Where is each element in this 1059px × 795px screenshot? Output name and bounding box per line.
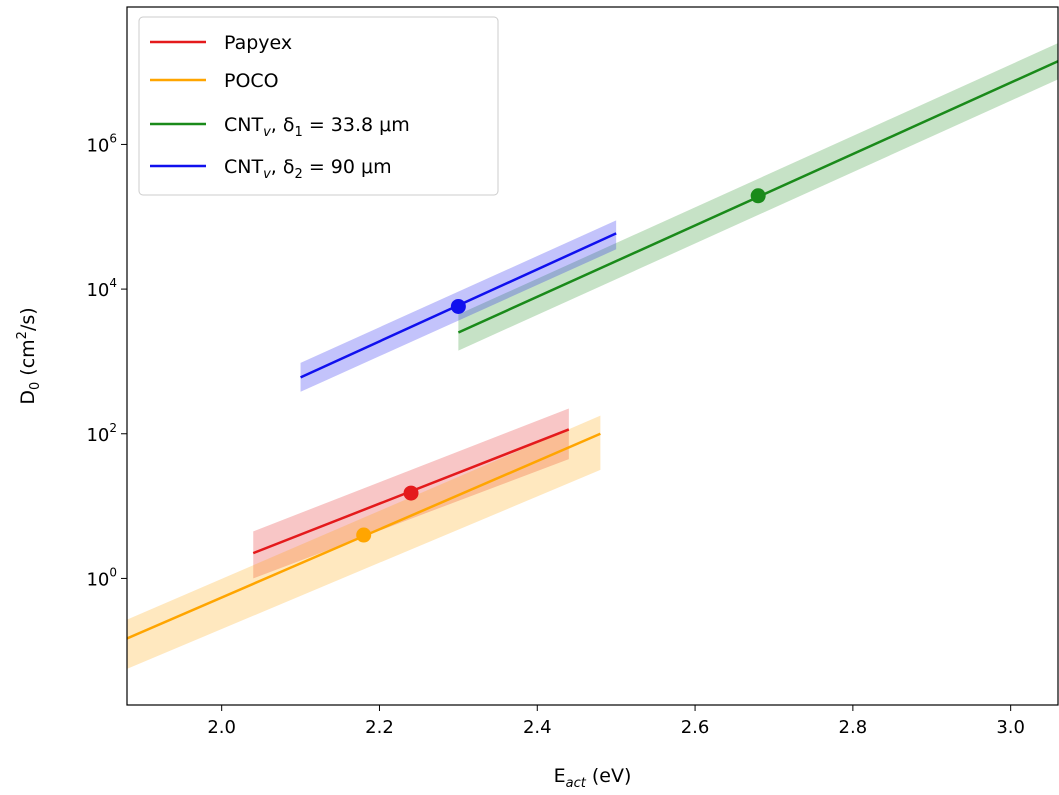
y-axis-ticks: 100 102 104 106 [86,131,127,590]
x-tick-label: 2.2 [365,717,394,738]
x-axis-label-main: E [554,765,566,787]
x-axis-label: Eact (eV) [554,765,632,791]
legend-label-cnt1: CNTv, δ1 = 33.8 μm [224,114,410,140]
series-points [356,188,766,543]
x-tick-label: 2.6 [681,717,710,738]
y-axis-label: D0 (cm2/s) [15,307,43,404]
legend-cnt2-mid: , δ [271,156,295,178]
y-tick-label: 104 [86,276,117,301]
x-tick-label: 2.8 [839,717,868,738]
legend-cnt1-rest: = 33.8 μm [303,114,410,136]
y-axis-label-rest1: (cm [17,339,39,381]
legend-label-papyex: Papyex [224,32,292,54]
legend-label-cnt2: CNTv, δ2 = 90 μm [224,156,392,182]
x-axis-ticks: 2.0 2.2 2.4 2.6 2.8 3.0 [207,705,1025,738]
legend-cnt2-sub2: 2 [295,167,303,182]
y-axis-label-main: D [17,390,39,405]
legend-cnt2-rest: = 90 μm [303,156,392,178]
legend-cnt1-mid: , δ [271,114,295,136]
y-axis-label-sup: 2 [15,331,30,339]
x-tick-label: 2.4 [523,717,552,738]
x-tick-label: 3.0 [996,717,1025,738]
y-axis-label-sub: 0 [28,382,43,390]
legend-cnt1-base: CNT [224,114,263,136]
legend-cnt2-base: CNT [224,156,263,178]
point-cnt2 [450,298,466,314]
legend-cnt1-sub1: v [263,125,271,140]
legend-text-poco: POCO [224,70,279,92]
x-tick-label: 2.0 [207,717,236,738]
x-axis-label-sub: act [566,776,587,791]
point-cnt1 [750,188,766,204]
y-tick-label: 106 [86,131,117,156]
legend-text-papyex: Papyex [224,32,292,54]
legend-label-poco: POCO [224,70,279,92]
y-tick-label: 100 [86,565,117,590]
y-tick-label: 102 [86,421,117,446]
point-poco [356,527,372,543]
legend-cnt2-sub1: v [263,167,271,182]
legend-cnt1-sub2: 1 [295,125,303,140]
legend: Papyex POCO CNTv, δ1 = 33.8 μm CNTv, δ2 … [138,16,499,196]
x-axis-label-rest: (eV) [586,765,632,787]
y-axis-label-rest2: /s) [17,307,39,331]
legend-box [138,16,499,196]
plot-frame [126,6,1059,706]
point-papyex [403,485,419,501]
